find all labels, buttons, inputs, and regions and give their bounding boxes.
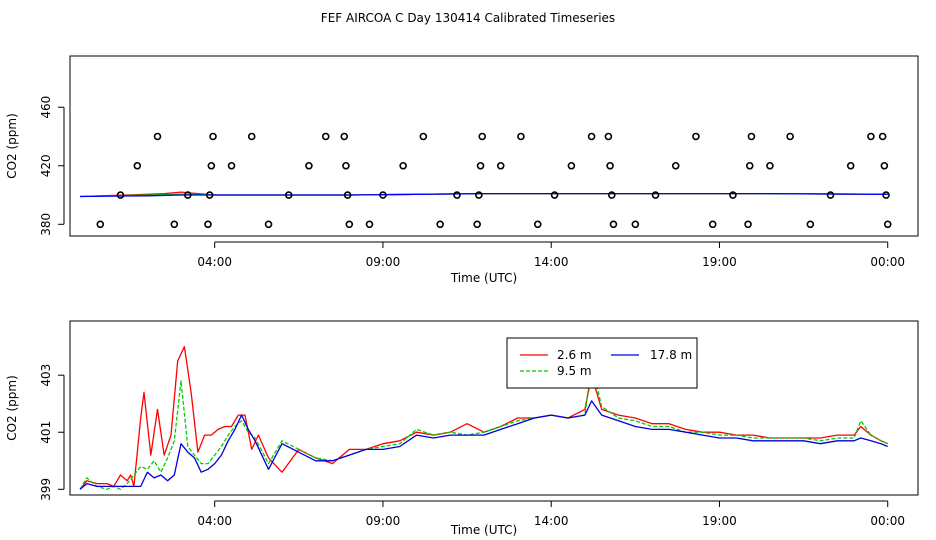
calibration-point <box>153 132 162 141</box>
x-tick-label: 04:00 <box>197 255 232 269</box>
calibration-point <box>399 161 407 170</box>
y-tick-label: 460 <box>39 96 53 119</box>
top-panel: 04:00 09:00 14:00 19:00 00:00 380 420 460 Time … <box>5 55 919 285</box>
calibration-point <box>496 161 505 170</box>
calibration-point <box>436 220 444 229</box>
series-line-2-6-m <box>79 346 888 490</box>
calibration-point <box>419 132 428 141</box>
calibration-point <box>550 191 559 199</box>
calibration-point <box>880 161 889 170</box>
calibration-point <box>209 132 217 141</box>
calibration-point <box>786 132 794 141</box>
x-tick-label: 00:00 <box>870 514 905 528</box>
series-line-9-5-m <box>79 363 888 490</box>
calibration-point <box>517 132 525 141</box>
calibration-point <box>475 191 483 199</box>
calibration-point <box>882 191 890 199</box>
y-tick-label: 380 <box>39 213 53 236</box>
calibration-point <box>284 191 293 199</box>
y-tick-label: 403 <box>39 364 53 387</box>
calibration-point <box>745 161 754 170</box>
legend-label-9-5m: 9.5 m <box>557 364 592 378</box>
calibration-point <box>116 191 125 199</box>
calibration-point <box>207 161 216 170</box>
calibration-point <box>247 132 256 141</box>
series-line-17-8-m <box>80 192 888 198</box>
calibration-point <box>345 220 354 229</box>
calibration-point <box>708 220 717 229</box>
calibration-point <box>96 220 105 229</box>
calibration-point <box>379 191 387 199</box>
legend: 2.6 m 17.8 m 9.5 m <box>506 337 698 389</box>
x-tick-label: 14:00 <box>534 255 569 269</box>
x-tick-label: 09:00 <box>366 514 401 528</box>
calibration-point <box>170 220 179 229</box>
calibration-point <box>604 132 613 141</box>
x-tick-label: 19:00 <box>702 514 737 528</box>
x-tick-label: 19:00 <box>702 255 737 269</box>
x-tick-label: 09:00 <box>366 255 401 269</box>
calibration-point <box>567 161 576 170</box>
calibration-point <box>473 220 481 229</box>
calibration-point <box>651 191 660 199</box>
calibration-point <box>204 220 212 229</box>
calibration-point <box>878 132 887 141</box>
calibration-point <box>133 161 142 170</box>
x-tick-label: 14:00 <box>534 514 569 528</box>
calibration-point <box>343 191 352 199</box>
legend-label-17-8m: 17.8 m <box>650 348 692 362</box>
calibration-point <box>587 132 596 141</box>
calibration-point <box>631 220 640 229</box>
calibration-point <box>606 161 614 170</box>
calibration-point <box>476 161 485 170</box>
calibration-point <box>533 220 542 229</box>
calibration-point <box>205 191 214 199</box>
figure-title: FEF AIRCOA C Day 130414 Calibrated Times… <box>321 11 615 25</box>
legend-box <box>506 337 698 389</box>
calibration-point <box>692 132 700 141</box>
legend-label-2-6m: 2.6 m <box>557 348 592 362</box>
bottom-panel: 04:00 09:00 14:00 19:00 00:00 399 401 403 Time … <box>5 320 919 537</box>
calibration-point <box>729 191 737 199</box>
calibration-point <box>883 220 892 229</box>
calibration-point <box>609 220 618 229</box>
x-tick-label: 04:00 <box>197 514 232 528</box>
calibration-point <box>227 161 236 170</box>
y-tick-label: 420 <box>39 154 53 177</box>
calibration-point <box>453 191 461 199</box>
top-x-axis-label: Time (UTC) <box>450 271 517 285</box>
calibration-point <box>607 191 616 199</box>
x-tick-label: 00:00 <box>870 255 905 269</box>
calibration-point <box>826 191 835 199</box>
top-plot-frame <box>69 55 919 237</box>
series-line-17-8-m <box>79 400 888 490</box>
y-tick-label: 399 <box>39 478 53 501</box>
calibration-point <box>846 161 855 170</box>
bottom-y-axis-label: CO2 (ppm) <box>5 375 19 441</box>
bottom-plot-frame <box>69 320 919 496</box>
top-y-axis-label: CO2 (ppm) <box>5 113 19 179</box>
calibration-point <box>264 220 273 229</box>
y-tick-label: 401 <box>39 421 53 444</box>
calibration-point <box>183 191 192 199</box>
calibration-point <box>671 161 680 170</box>
calibration-point <box>478 132 487 141</box>
calibration-point <box>744 220 752 229</box>
calibration-point <box>806 220 815 229</box>
calibration-point <box>867 132 875 141</box>
calibration-point <box>305 161 313 170</box>
calibration-point <box>766 161 774 170</box>
calibration-point <box>321 132 330 141</box>
calibration-point <box>342 161 350 170</box>
calibration-point <box>365 220 374 229</box>
calibration-point <box>340 132 349 141</box>
bottom-x-axis-label: Time (UTC) <box>450 523 517 537</box>
calibration-point <box>747 132 756 141</box>
